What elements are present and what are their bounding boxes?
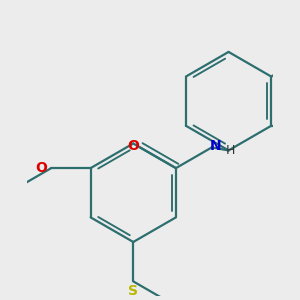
Text: H: H — [226, 144, 235, 157]
Text: O: O — [35, 161, 47, 175]
Text: S: S — [128, 284, 138, 298]
Text: O: O — [127, 140, 139, 154]
Text: N: N — [210, 140, 221, 154]
